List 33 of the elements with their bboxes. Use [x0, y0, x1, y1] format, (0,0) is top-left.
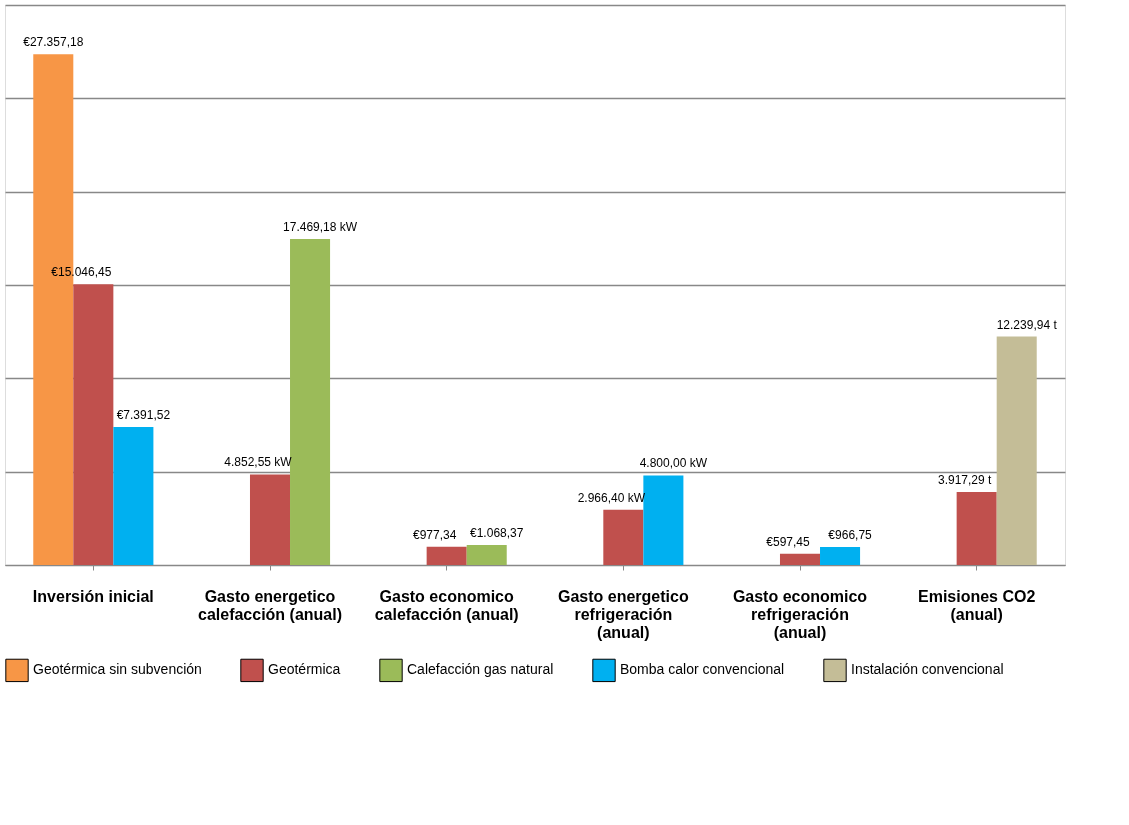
bar — [779, 553, 821, 565]
data-label: €27.357,18 — [23, 35, 84, 50]
bar — [996, 336, 1037, 565]
bar — [820, 546, 861, 565]
data-label: 3.917,29 t — [937, 472, 993, 487]
x-tick-label: Gasto energetico refrigeración (anual) — [557, 587, 689, 641]
data-label: €1.068,37 — [470, 526, 524, 541]
bar — [956, 491, 997, 565]
bar — [73, 284, 114, 565]
x-tick-label: Gasto economico refrigeración (anual) — [732, 587, 868, 641]
data-label: 12.239,94 t — [996, 317, 1058, 332]
bar — [426, 546, 467, 565]
legend-label: Geotérmica sin subvención — [33, 661, 202, 678]
data-label: 17.469,18 kW — [283, 219, 358, 234]
legend-label: Instalación convencional — [851, 661, 1004, 678]
bar — [290, 238, 331, 565]
x-tick-label: Emisiones CO2 (anual) — [917, 587, 1036, 623]
data-label: €977,34 — [412, 527, 457, 542]
bar — [603, 509, 644, 565]
legend-label: Geotérmica — [268, 661, 341, 678]
bar — [113, 427, 154, 565]
data-label: €966,75 — [828, 527, 873, 542]
data-label: €597,45 — [766, 534, 811, 549]
x-tick-label: Gasto economico calefacción (anual) — [374, 587, 519, 623]
legend-label: Calefacción gas natural — [407, 661, 554, 678]
bar — [249, 474, 291, 565]
bar — [643, 475, 684, 565]
legend-label: Bomba calor convencional — [620, 661, 785, 678]
bar — [466, 545, 507, 565]
x-tick-label: Gasto energetico calefacción (anual) — [197, 587, 343, 623]
x-tick-label: Inversión inicial — [32, 587, 154, 605]
data-label: €7.391,52 — [116, 408, 171, 423]
data-label: 4.800,00 kW — [639, 456, 708, 471]
